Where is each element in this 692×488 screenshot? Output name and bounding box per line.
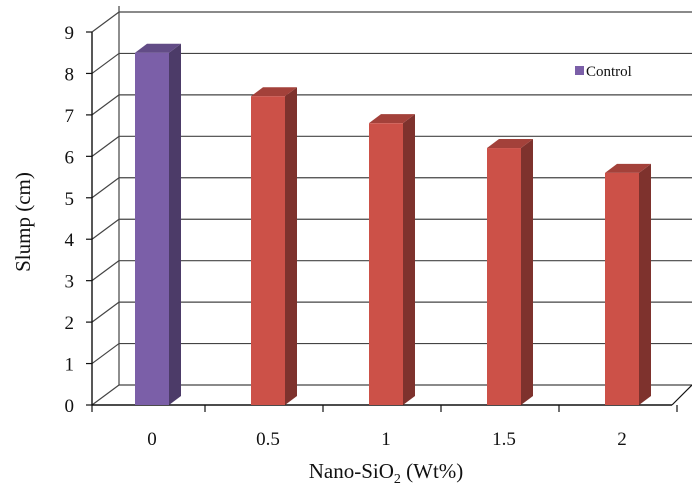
x-tick-labels: 0 0.5 1 1.5 2: [147, 429, 627, 450]
bar-top-0: [135, 43, 181, 53]
bar-2: [605, 163, 651, 405]
y-tick-label-2: 2: [65, 313, 75, 334]
grid-diagonal-0: [91, 384, 120, 406]
bar-front-0.5: [251, 96, 285, 405]
y-tick-label-0: 0: [65, 396, 75, 417]
bar-0.5: [251, 87, 297, 405]
y-tick-label-7: 7: [65, 106, 75, 127]
grid-diagonal-2: [91, 301, 120, 323]
x-axis-title-main: Nano-SiO: [309, 459, 394, 483]
legend: Control: [575, 64, 632, 80]
x-axis-title-suffix: (Wt%): [401, 459, 463, 483]
floor-right-edge: [671, 384, 692, 406]
bar-side-0: [169, 43, 181, 405]
legend-label-control: Control: [586, 64, 632, 80]
x-tick-label-1: 1: [381, 429, 391, 450]
x-tick-label-1.5: 1.5: [492, 429, 516, 450]
y-tick-label-5: 5: [65, 189, 75, 210]
bar-1.5: [487, 139, 533, 406]
legend-swatch-control: [575, 66, 584, 75]
grid-diagonal-9: [91, 11, 120, 33]
y-tick-label-9: 9: [65, 23, 75, 44]
bar-side-1: [403, 114, 415, 405]
bar-front-1: [369, 123, 403, 405]
y-tick-label-3: 3: [65, 272, 75, 293]
bar-layer: [135, 43, 651, 406]
y-tick-label-4: 4: [65, 230, 75, 251]
y-tick-label-6: 6: [65, 147, 75, 168]
bar-side-1.5: [521, 139, 533, 406]
y-tick-label-1: 1: [65, 355, 75, 376]
bar-top-1.5: [487, 139, 533, 149]
grid-diagonal-8: [91, 52, 120, 74]
grid-diagonal-6: [91, 135, 120, 157]
bar-1: [369, 114, 415, 405]
y-axis-title: Slump (cm): [11, 172, 35, 272]
bar-top-0.5: [251, 87, 297, 97]
y-tick-label-8: 8: [65, 64, 75, 85]
grid-diagonal-5: [91, 177, 120, 199]
bar-side-0.5: [285, 87, 297, 405]
x-axis-title-subscript: 2: [394, 472, 401, 487]
grid-diagonal-1: [91, 343, 120, 365]
x-tick-label-2: 2: [617, 429, 627, 450]
bar-front-1.5: [487, 148, 521, 406]
grid-diagonal-7: [91, 94, 120, 116]
y-tick-labels: 0 1 2 3 4 5 6 7 8 9: [65, 23, 75, 417]
bar-front-2: [605, 172, 639, 405]
x-tick-label-0.5: 0.5: [256, 429, 280, 450]
bar-top-2: [605, 163, 651, 173]
grid-diagonal-4: [91, 218, 120, 240]
x-axis-title: Nano-SiO2 (Wt%): [309, 459, 464, 487]
bar-side-2: [639, 163, 651, 405]
bar-front-0: [135, 52, 169, 405]
bar-0: [135, 43, 181, 405]
grid-diagonal-3: [91, 260, 120, 282]
x-tick-label-0: 0: [147, 429, 157, 450]
bar-top-1: [369, 114, 415, 124]
